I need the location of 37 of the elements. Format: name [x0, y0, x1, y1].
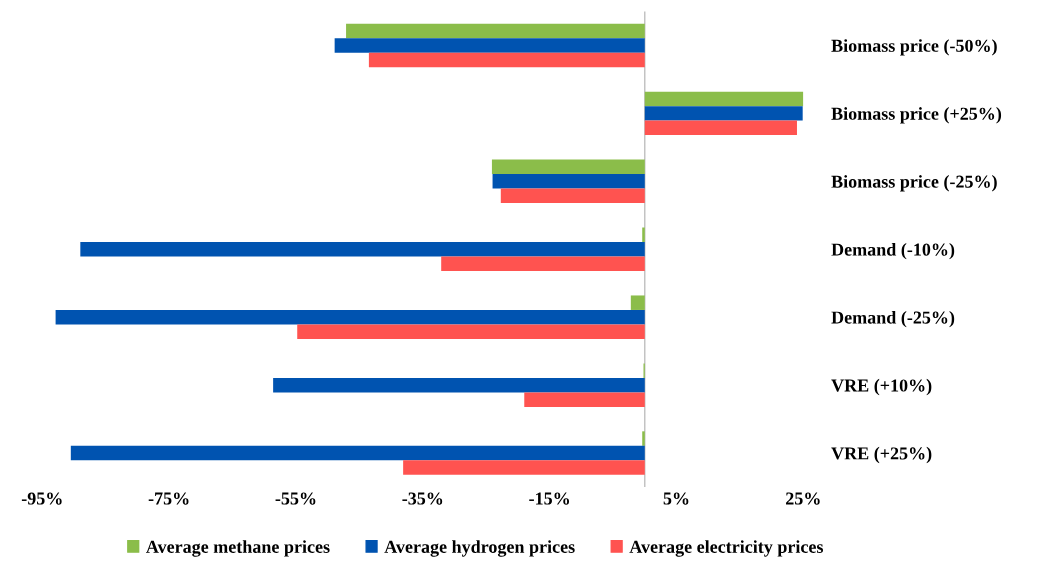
y-tick-label: Biomass price (-25%) — [831, 175, 997, 192]
bar — [642, 431, 645, 446]
y-tick-label: VRE (+25%) — [831, 446, 932, 464]
bar — [368, 52, 645, 68]
x-tick-label: -35% — [402, 492, 443, 505]
y-tick-label: Demand (-10%) — [831, 242, 955, 260]
bar — [644, 106, 803, 121]
bar — [642, 227, 645, 243]
y-tick-label: VRE (+10%) — [831, 378, 932, 396]
y-tick-label: Demand (-25%) — [831, 310, 955, 328]
x-tick-label: 25% — [786, 492, 820, 505]
bar — [334, 38, 645, 53]
bar — [297, 324, 645, 339]
bar — [70, 445, 645, 461]
legend-label: Average methane prices — [146, 540, 330, 557]
x-tick-label: -75% — [148, 492, 189, 505]
y-tick-label: Biomass price (+25%) — [831, 107, 1002, 124]
bar — [500, 188, 645, 204]
bar — [630, 295, 645, 310]
bar — [403, 460, 645, 475]
x-tick-label: -55% — [275, 492, 316, 505]
bar — [524, 392, 645, 407]
bar — [55, 309, 645, 325]
bar — [346, 23, 645, 39]
bar — [273, 377, 645, 393]
x-tick-label: 5% — [663, 492, 689, 505]
x-tick-label: -95% — [21, 492, 62, 505]
bar — [491, 159, 645, 175]
bar — [441, 256, 645, 271]
legend-label: Average hydrogen prices — [384, 540, 575, 557]
bar — [492, 174, 645, 189]
bar — [644, 91, 804, 107]
bar — [80, 242, 645, 257]
y-tick-label: Biomass price (-50%) — [831, 39, 997, 56]
bar — [644, 120, 797, 136]
x-tick-label: -15% — [529, 492, 570, 505]
legend-label: Average electricity prices — [629, 540, 824, 557]
